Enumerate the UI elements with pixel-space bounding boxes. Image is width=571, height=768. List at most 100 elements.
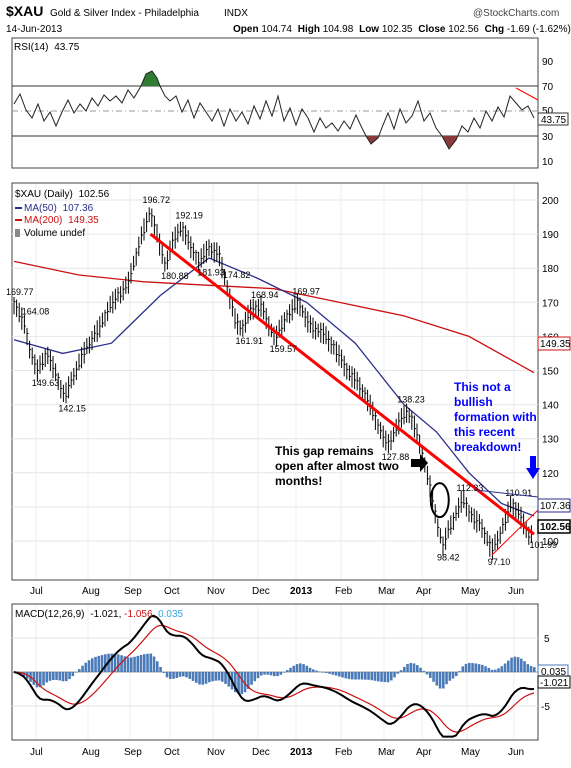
macd-hist-bar <box>208 672 211 683</box>
macd-hist-bar <box>425 672 429 675</box>
macd-hist-bar <box>74 672 78 673</box>
wedge-lower-line <box>491 509 539 556</box>
macd-hist-bar <box>396 672 400 674</box>
month-label: Oct <box>164 586 180 597</box>
macd-month-label: Jun <box>508 747 524 758</box>
rsi-value-tag-text: 43.75 <box>541 115 566 126</box>
macd-hist-bar <box>68 672 71 680</box>
macd-histogram <box>13 653 536 695</box>
breakout-line <box>475 489 539 498</box>
close-label: Close <box>418 24 446 35</box>
macd-hist-bar <box>182 672 185 677</box>
gap-circle-marker <box>429 482 450 519</box>
price-axis-tick: 140 <box>542 401 559 412</box>
macd-hist-bar <box>461 666 465 672</box>
macd-hist-bar <box>169 672 172 679</box>
macd-hist-bar <box>490 669 494 672</box>
macd-hist-bar <box>448 672 452 681</box>
legend-ma50: MA(50) 107.36 <box>24 203 94 214</box>
rsi-frame <box>11 37 539 169</box>
legend-ma50-label: MA(50) <box>24 203 57 214</box>
rsi-axis-90: 90 <box>542 57 554 68</box>
macd-hist-bar <box>526 664 530 672</box>
macd-month-label: Mar <box>378 747 396 758</box>
macd-hist-bar <box>240 672 244 695</box>
month-label: Mar <box>378 586 396 597</box>
price-point-label: 138.23 <box>397 395 425 405</box>
macd-hist-bar <box>308 667 312 672</box>
macd-panel: MACD(12,26,9) -1.021, -1.056, 0.035 5 0 … <box>11 603 571 741</box>
macd-label-hist: 0.035 <box>158 609 183 620</box>
macd-hist-bar <box>211 672 214 682</box>
macd-hist-bar <box>175 672 179 678</box>
macd-hist-bar <box>438 672 442 689</box>
macd-hist-bar <box>399 670 403 672</box>
macd-sep-2: , <box>153 609 159 620</box>
macd-hist-bar <box>185 672 188 678</box>
price-point-label: 98.42 <box>437 552 460 562</box>
macd-hist-bar <box>390 672 393 681</box>
chart-source: @StockCharts.com <box>473 8 559 19</box>
macd-hist-bar <box>357 672 361 680</box>
macd-hist-bar <box>292 665 296 672</box>
macd-hist-bar <box>120 655 123 672</box>
macd-hist-bar <box>383 672 387 683</box>
month-label: May <box>461 586 480 597</box>
macd-month-label: Feb <box>335 747 353 758</box>
macd-hist-bar <box>123 656 127 672</box>
macd-hist-bar <box>338 672 341 677</box>
legend-ma200-label: MA(200) <box>24 215 62 226</box>
macd-hist-bar <box>481 664 484 672</box>
price-point-label: 112.33 <box>457 483 484 493</box>
chg-label: Chg <box>485 24 504 35</box>
macd-label-name: MACD(12,26,9) <box>15 609 84 620</box>
ohlc-readout: Open 104.74 High 104.98 Low 102.35 Close… <box>233 24 571 35</box>
macd-month-label: Dec <box>252 747 270 758</box>
macd-hist-bar <box>71 672 75 677</box>
price-legend-close: 102.56 <box>79 189 110 200</box>
macd-month-label: Apr <box>416 747 432 758</box>
macd-hist-bar <box>286 670 289 672</box>
macd-hist-bar <box>263 672 266 675</box>
macd-hist-bar <box>126 657 130 672</box>
macd-hist-bar <box>136 655 140 672</box>
macd-hist-bar <box>276 672 279 677</box>
price-point-label: 110.91 <box>505 488 532 498</box>
macd-hist-bar <box>464 663 468 672</box>
price-axis-tick: 170 <box>542 298 559 309</box>
macd-label: MACD(12,26,9) -1.021, -1.056, 0.035 <box>15 609 184 620</box>
rsi-oversold-fill-1 <box>366 136 380 144</box>
month-label: Dec <box>252 586 270 597</box>
macd-hist-bar <box>104 654 107 672</box>
macd-hist-bar <box>250 672 253 685</box>
month-label: Apr <box>416 586 432 597</box>
downtrend-line <box>149 232 535 536</box>
rsi-oversold-fill-2 <box>442 136 458 149</box>
close-tag-text: 102.56 <box>540 522 571 533</box>
macd-hist-bar <box>162 672 166 673</box>
macd-hist-bar <box>178 672 182 677</box>
macd-hist-bar <box>468 662 471 672</box>
macd-hist-bar <box>152 656 156 672</box>
macd-hist-bar <box>282 672 286 673</box>
price-axis-tick: 150 <box>542 367 559 378</box>
macd-hist-tag-text: 0.035 <box>541 667 566 678</box>
macd-hist-bar <box>32 672 36 685</box>
macd-value-tag-text: -1.021 <box>540 678 569 689</box>
price-point-label: 169.97 <box>292 286 320 296</box>
legend-volume-swatch <box>15 229 20 237</box>
macd-hist-bar <box>520 658 523 672</box>
macd-hist-bar <box>143 654 146 672</box>
macd-month-label: Nov <box>207 747 225 758</box>
ma200-tag <box>537 336 571 351</box>
month-label: Jun <box>508 586 524 597</box>
price-grid <box>12 199 538 542</box>
price-point-label: 142.15 <box>58 403 86 413</box>
macd-hist-bar <box>188 672 192 679</box>
macd-hist-bar <box>442 672 445 689</box>
macd-hist-bar <box>117 654 120 672</box>
macd-hist-bar <box>334 672 338 676</box>
bullish-annotation: This not a bullish formation with this r… <box>454 380 537 454</box>
price-axis: 200190180170160150140130120110100 <box>542 196 559 548</box>
macd-month-label: Aug <box>82 747 100 758</box>
